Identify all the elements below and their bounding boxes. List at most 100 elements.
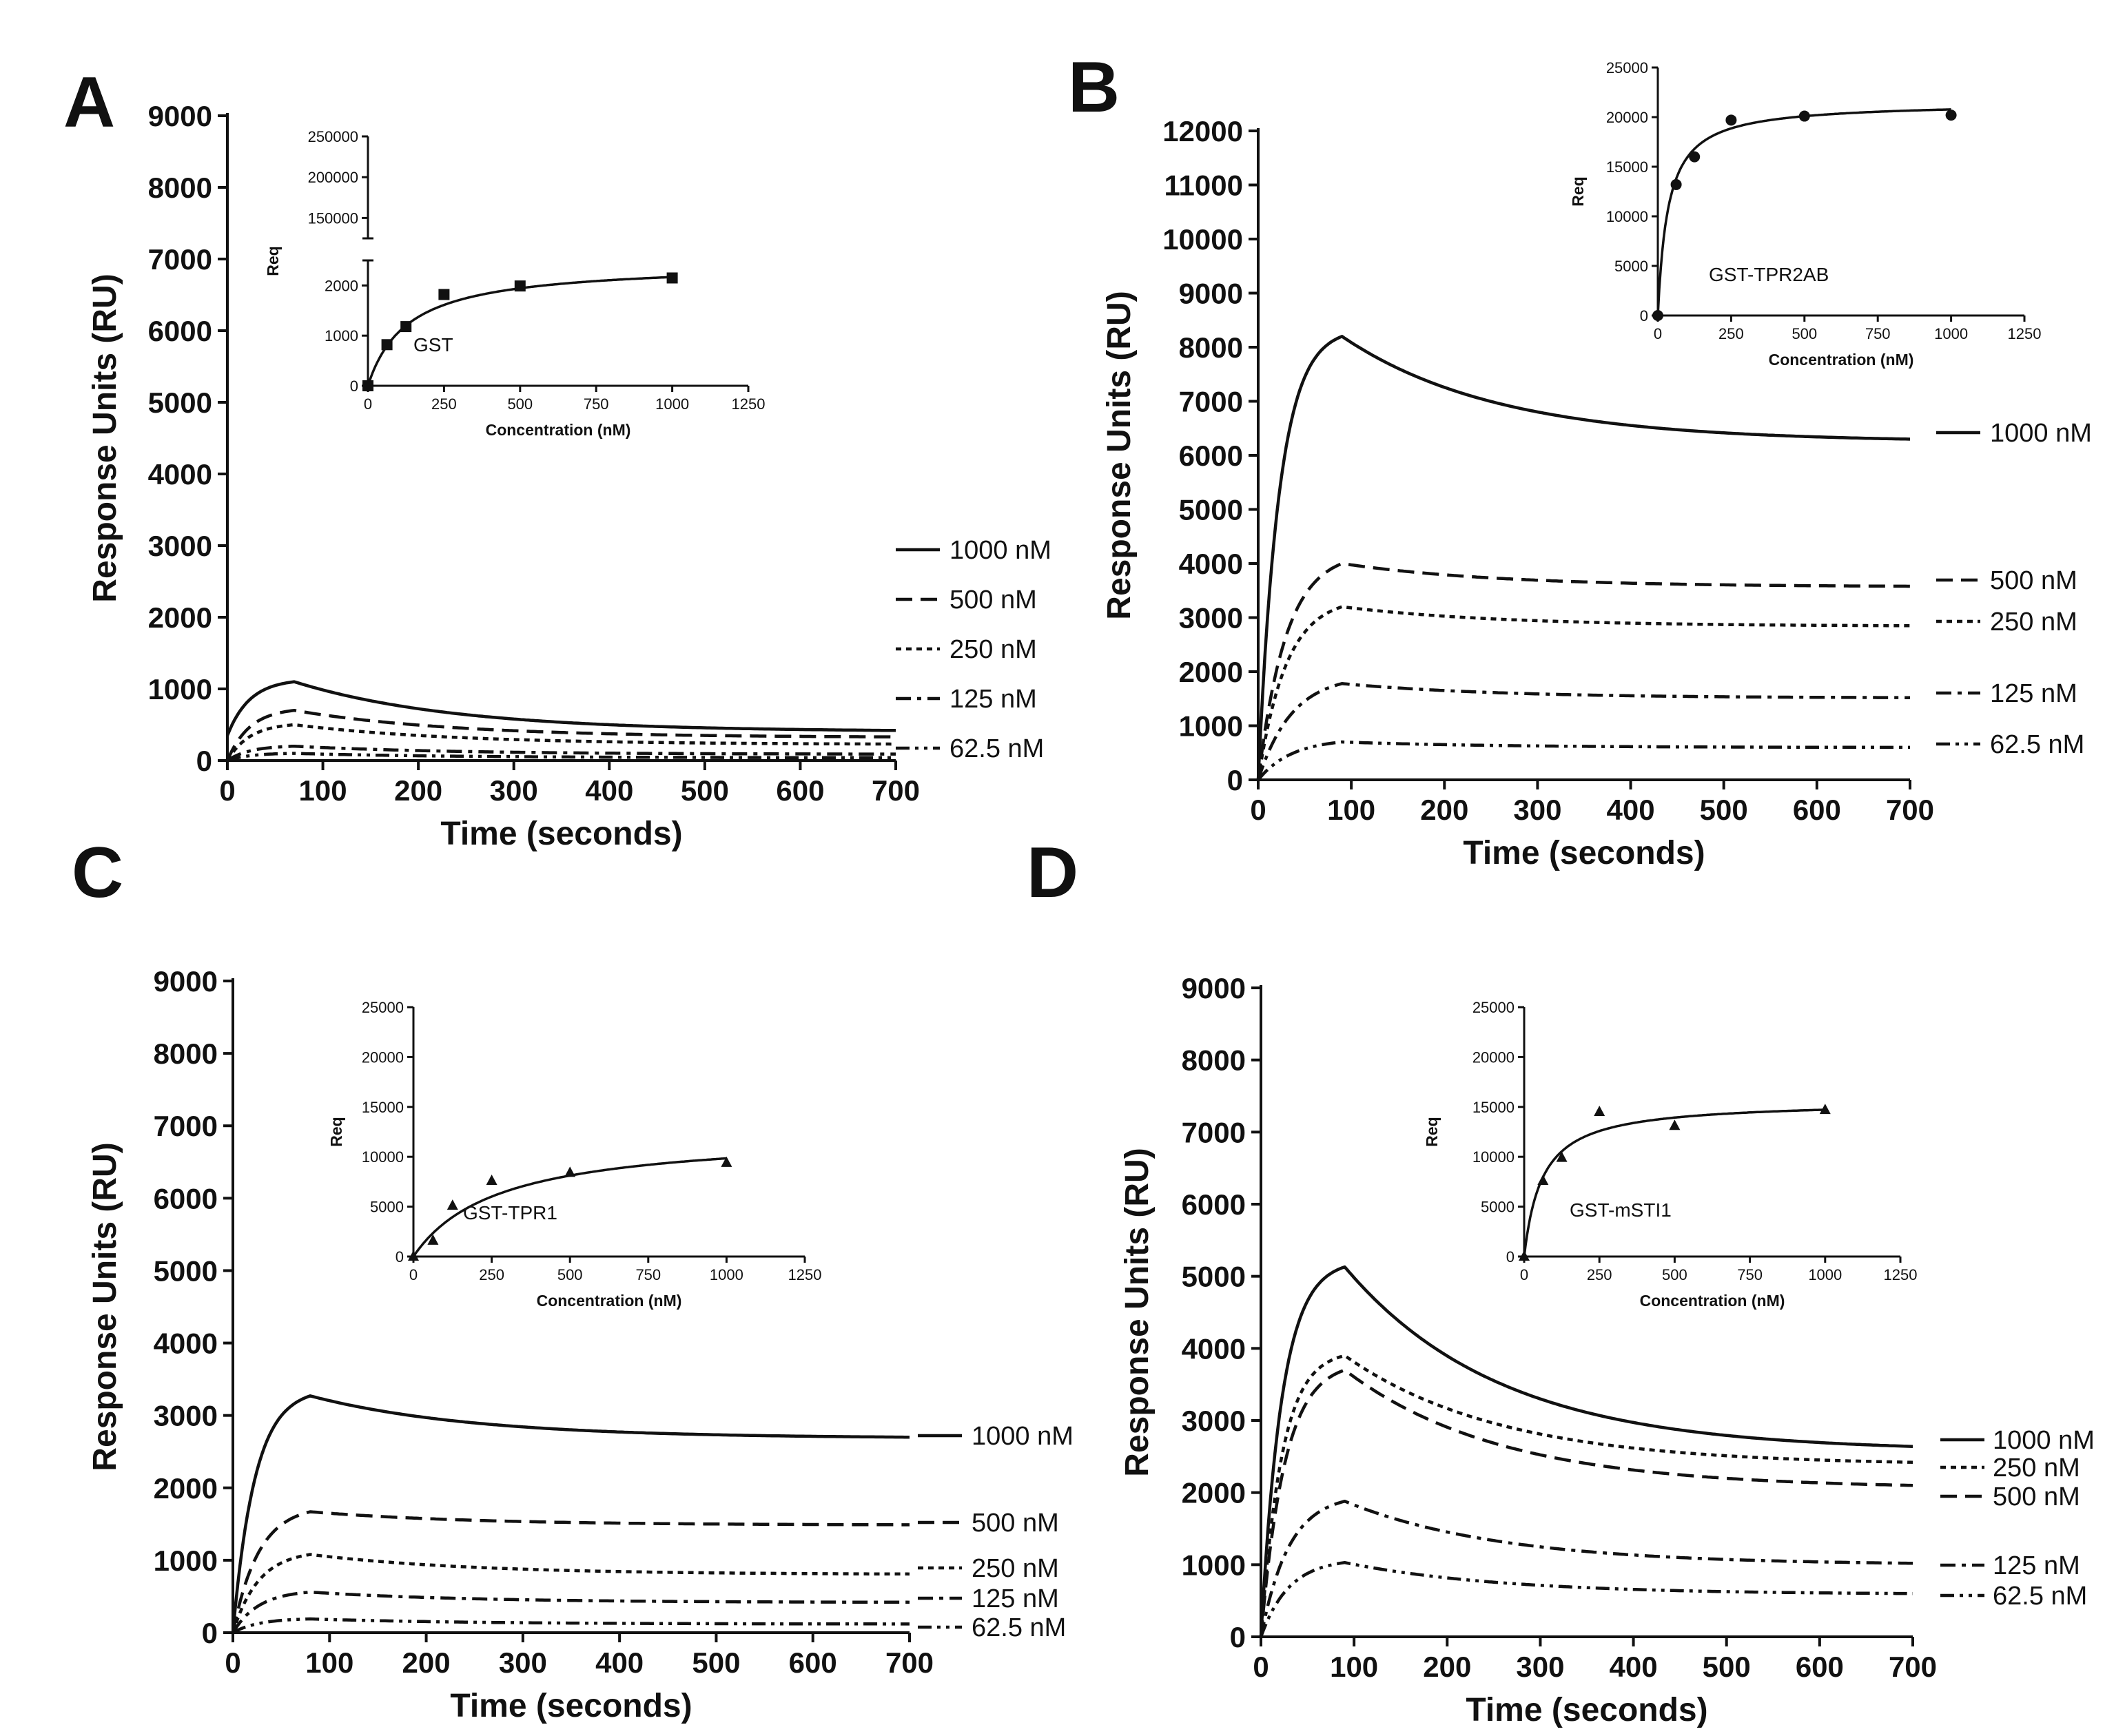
series-line-500nM (1256, 561, 1910, 781)
x-tick-label: 500 (1700, 794, 1748, 826)
x-tick-label: 200 (402, 1646, 451, 1679)
x-tick-label: 600 (776, 774, 824, 807)
series-line-1000nM (1259, 1265, 1913, 1637)
inset-y-tick-label: 0 (396, 1248, 404, 1265)
inset-y-axis-title: Req (264, 246, 282, 276)
y-tick-label: 4000 (1182, 1332, 1246, 1365)
inset-y-tick-label: 5000 (1481, 1199, 1515, 1216)
x-tick-label: 200 (1423, 1651, 1471, 1683)
data-point (1819, 1104, 1831, 1115)
data-point (666, 272, 678, 284)
y-tick-label: 3000 (1182, 1405, 1246, 1437)
y-tick-label: 9000 (148, 100, 212, 132)
y-axis-title: Response Units (RU) (87, 273, 123, 602)
y-axis-title: Response Units (RU) (1101, 291, 1138, 619)
inset-x-tick-label: 500 (1662, 1266, 1687, 1283)
inset-y-tick-label: 15000 (1606, 158, 1648, 176)
y-tick-label: 8000 (1182, 1044, 1246, 1077)
legend-label: 125 nM (1993, 1551, 2080, 1580)
y-tick-label: 0 (196, 745, 212, 777)
inset-x-tick-label: 0 (1520, 1266, 1528, 1283)
x-tick-label: 500 (692, 1646, 740, 1679)
series-line-125nM (1259, 1499, 1913, 1637)
data-point (1670, 178, 1682, 190)
legend-label: 250 nM (1990, 608, 2077, 637)
legend-label: 62.5 nM (972, 1613, 1066, 1642)
y-tick-label: 5000 (154, 1254, 218, 1287)
y-tick-label: 4000 (1179, 548, 1243, 580)
x-tick-label: 500 (681, 774, 729, 807)
y-tick-label: 5000 (1182, 1261, 1246, 1293)
inset-y-tick-label: 10000 (1472, 1148, 1515, 1166)
y-tick-label: 2000 (148, 601, 212, 634)
inset-x-tick-label: 1000 (710, 1266, 743, 1283)
x-tick-label: 0 (1253, 1651, 1269, 1683)
y-axis-title: Response Units (RU) (1119, 1148, 1156, 1476)
y-tick-label: 9000 (1179, 278, 1243, 310)
y-tick-label: 6000 (1182, 1188, 1246, 1221)
x-tick-label: 500 (1703, 1651, 1751, 1683)
inset-y-tick-label: 2000 (325, 277, 358, 294)
inset-y-tick-label: 150000 (308, 209, 358, 227)
inset-y-axis-title: Req (1569, 176, 1587, 206)
inset-y-tick-label: 200000 (308, 169, 358, 186)
inset-fit-curve (367, 276, 673, 386)
inset-y-tick-label: 0 (1640, 307, 1648, 324)
inset-y-tick-label: 1000 (325, 327, 358, 344)
data-point (1594, 1106, 1605, 1117)
y-tick-label: 3000 (148, 530, 212, 562)
x-tick-label: 100 (299, 774, 347, 807)
panel-B: B010002000300040005000600070008000900010… (1068, 48, 2092, 871)
x-tick-label: 600 (789, 1646, 837, 1679)
series-line-625nM (1257, 740, 1910, 781)
panel-label-A: A (63, 63, 115, 143)
series-line-625nM (232, 1617, 910, 1634)
y-tick-label: 8000 (1179, 331, 1243, 364)
y-tick-label: 3000 (154, 1400, 218, 1432)
legend-label: 250 nM (972, 1554, 1059, 1583)
inset-x-axis-title: Concentration (nM) (1640, 1292, 1785, 1310)
data-point (408, 1250, 419, 1261)
inset-x-tick-label: 500 (507, 395, 533, 413)
x-tick-label: 100 (1327, 794, 1375, 826)
inset-label: GST (413, 334, 453, 355)
series-line-500nM (1259, 1368, 1913, 1637)
data-point (1519, 1250, 1530, 1261)
x-axis-title: Time (seconds) (1466, 1692, 1707, 1728)
inset-x-tick-label: 500 (1792, 325, 1817, 342)
legend-label: 125 nM (972, 1584, 1059, 1613)
y-tick-label: 2000 (154, 1472, 218, 1505)
data-point (1652, 310, 1663, 321)
x-tick-label: 100 (305, 1646, 353, 1679)
inset-x-tick-label: 0 (409, 1266, 418, 1283)
inset-x-axis-title: Concentration (nM) (537, 1292, 682, 1310)
inset-x-tick-label: 1000 (1934, 325, 1968, 342)
y-tick-label: 2000 (1182, 1477, 1246, 1509)
legend-label: 1000 nM (949, 536, 1051, 565)
y-tick-label: 7000 (1182, 1116, 1246, 1148)
series-line-250nM (1259, 1354, 1913, 1637)
inset-y-tick-label: 0 (1506, 1248, 1515, 1265)
y-tick-label: 1000 (1179, 710, 1243, 743)
inset-x-axis-title: Concentration (nM) (486, 421, 631, 439)
data-point (514, 280, 526, 292)
y-tick-label: 9000 (1182, 972, 1246, 1004)
inset-x-axis-title: Concentration (nM) (1769, 351, 1914, 369)
data-point (427, 1234, 439, 1245)
y-tick-label: 7000 (154, 1110, 218, 1142)
x-tick-label: 300 (1516, 1651, 1564, 1683)
legend-label: 500 nM (1990, 566, 2077, 595)
legend-label: 62.5 nM (949, 734, 1044, 763)
series-line-625nM (227, 752, 896, 763)
y-tick-label: 4000 (154, 1327, 218, 1360)
y-tick-label: 5000 (148, 386, 212, 419)
inset-y-axis-title: Req (1423, 1117, 1441, 1146)
data-point (1945, 110, 1957, 121)
y-tick-label: 4000 (148, 458, 212, 490)
inset-y-tick-label: 10000 (1606, 208, 1648, 225)
legend-label: 500 nM (972, 1509, 1059, 1538)
series-line-1000nM (1256, 335, 1911, 781)
inset-y-tick-label: 15000 (362, 1099, 404, 1116)
x-axis-title: Time (seconds) (440, 816, 682, 852)
inset-x-tick-label: 1250 (2008, 325, 2042, 342)
